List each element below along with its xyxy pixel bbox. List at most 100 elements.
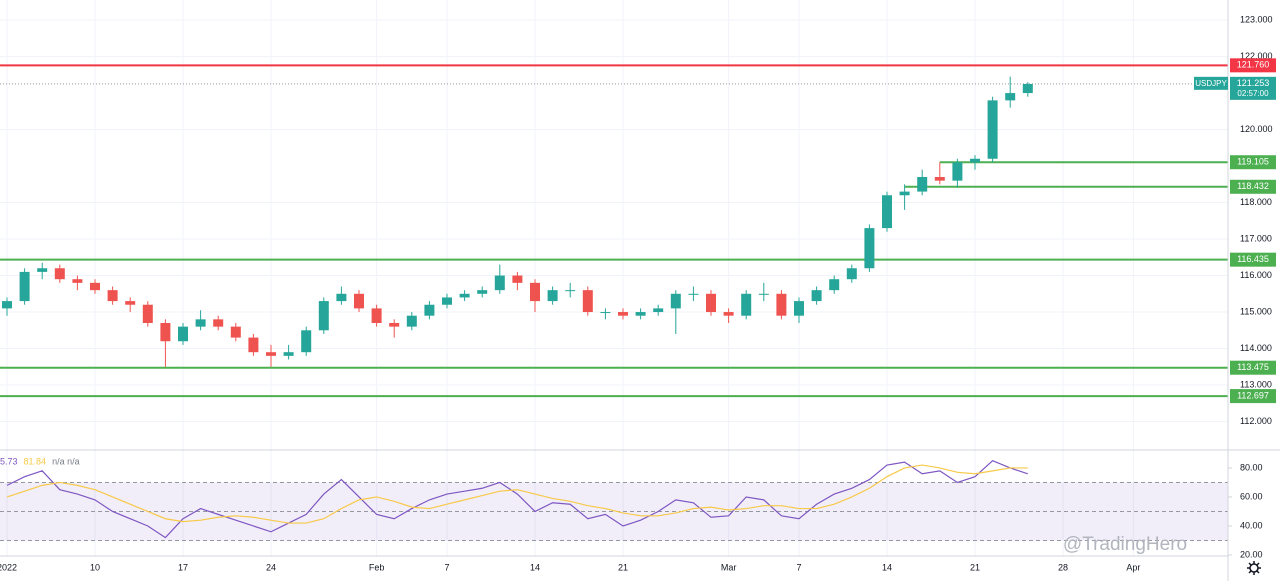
y-tick-label: 112.000 bbox=[1240, 416, 1272, 426]
symbol-label: USDJPY bbox=[1195, 79, 1227, 88]
candle-body bbox=[794, 301, 804, 316]
candle-body bbox=[336, 293, 347, 302]
countdown-label: 02:57:00 bbox=[1237, 89, 1269, 98]
candle-body bbox=[354, 293, 364, 309]
level-label-box bbox=[1230, 179, 1276, 194]
symbol-box bbox=[1194, 76, 1228, 90]
candle-body bbox=[160, 322, 171, 342]
candle-body bbox=[195, 319, 206, 327]
candle-body bbox=[406, 315, 417, 327]
x-tick-label: 14 bbox=[530, 562, 540, 572]
level-label-box bbox=[1230, 58, 1276, 73]
watermark: @TradingHero bbox=[1063, 534, 1187, 555]
candle-body bbox=[758, 293, 769, 295]
candle-body bbox=[442, 297, 452, 305]
x-tick-label: 21 bbox=[970, 562, 980, 572]
candle-body bbox=[653, 308, 664, 313]
candle-body bbox=[987, 100, 998, 159]
settings-icon[interactable] bbox=[1247, 561, 1261, 575]
x-tick-label: 7 bbox=[444, 562, 449, 572]
candle-body bbox=[547, 290, 558, 302]
candle-body bbox=[213, 319, 224, 327]
x-tick-label: Mar bbox=[721, 562, 737, 572]
rsi-line bbox=[6, 464, 1028, 524]
candle-body bbox=[670, 293, 681, 309]
price-box bbox=[1230, 76, 1276, 100]
x-tick-label: 14 bbox=[882, 562, 892, 572]
rsi-tick-label: 20.00 bbox=[1240, 549, 1263, 559]
candle-body bbox=[2, 301, 12, 309]
x-tick-label: Apr bbox=[1126, 562, 1140, 572]
candle-body bbox=[917, 177, 928, 192]
candle-body bbox=[248, 337, 259, 353]
candle-body bbox=[389, 322, 400, 327]
level-label: 116.435 bbox=[1237, 254, 1269, 264]
candle-body bbox=[266, 352, 276, 356]
x-tick-label: 10 bbox=[90, 562, 100, 572]
candle-body bbox=[635, 312, 646, 316]
x-tick-label: 24 bbox=[266, 562, 276, 572]
candle-body bbox=[864, 228, 875, 269]
x-tick-label: 7 bbox=[796, 562, 801, 572]
candle-body bbox=[512, 275, 523, 283]
candle-body bbox=[776, 293, 787, 316]
candle-body bbox=[494, 275, 505, 291]
candle-body bbox=[477, 290, 488, 294]
candle-body bbox=[1005, 93, 1016, 101]
candle-body bbox=[741, 293, 752, 316]
rsi-tick-label: 40.00 bbox=[1240, 520, 1263, 530]
level-label-box bbox=[1230, 155, 1276, 170]
candle-body bbox=[882, 195, 892, 229]
level-label: 112.697 bbox=[1237, 390, 1269, 400]
candle-body bbox=[811, 290, 822, 302]
y-tick-label: 122.000 bbox=[1240, 51, 1273, 61]
candle-body bbox=[107, 290, 118, 302]
candle-body bbox=[688, 293, 699, 295]
y-tick-label: 113.000 bbox=[1240, 379, 1272, 389]
last-price-label: 121.253 bbox=[1237, 78, 1270, 88]
candle-body bbox=[142, 304, 153, 323]
y-tick-label: 120.000 bbox=[1240, 124, 1273, 134]
y-tick-label: 114.000 bbox=[1240, 343, 1272, 353]
candle-body bbox=[970, 158, 980, 163]
candle-body bbox=[899, 191, 910, 196]
candle-body bbox=[178, 326, 188, 342]
candle-body bbox=[706, 293, 716, 313]
candle-body bbox=[230, 326, 241, 338]
rsi-tick-label: 60.00 bbox=[1240, 491, 1263, 501]
x-tick-label: 28 bbox=[1058, 562, 1068, 572]
rsi-line bbox=[6, 460, 1028, 539]
candle-body bbox=[723, 312, 734, 316]
y-tick-label: 116.000 bbox=[1240, 270, 1272, 280]
candle-body bbox=[318, 301, 329, 331]
y-tick-label: 123.000 bbox=[1240, 14, 1273, 24]
candle-body bbox=[530, 282, 540, 302]
candle-body bbox=[934, 177, 945, 181]
candle-body bbox=[37, 268, 48, 272]
x-tick-label: Feb bbox=[369, 562, 385, 572]
level-label-box bbox=[1230, 360, 1276, 375]
level-label: 121.760 bbox=[1237, 60, 1270, 70]
candle-body bbox=[1022, 83, 1033, 94]
level-label: 113.475 bbox=[1237, 362, 1269, 372]
plot-layer bbox=[0, 0, 1228, 556]
candle-body bbox=[618, 312, 628, 316]
level-label: 118.432 bbox=[1237, 181, 1269, 191]
candle-body bbox=[846, 268, 857, 280]
candle-body bbox=[371, 308, 382, 323]
rsi-value-label: 5.73 bbox=[0, 456, 18, 466]
candle-body bbox=[829, 279, 840, 291]
y-tick-label: 115.000 bbox=[1240, 306, 1272, 316]
candle-body bbox=[565, 290, 576, 292]
rsi-value-label: n/a n/a bbox=[52, 456, 80, 466]
rsi-tick-label: 80.00 bbox=[1240, 462, 1263, 472]
x-tick-label: 21 bbox=[618, 562, 628, 572]
candle-body bbox=[125, 301, 136, 305]
candle-body bbox=[283, 352, 294, 356]
x-tick-label: 17 bbox=[178, 562, 188, 572]
candle-body bbox=[301, 330, 312, 353]
candle-body bbox=[90, 282, 100, 291]
candle-body bbox=[72, 279, 83, 283]
